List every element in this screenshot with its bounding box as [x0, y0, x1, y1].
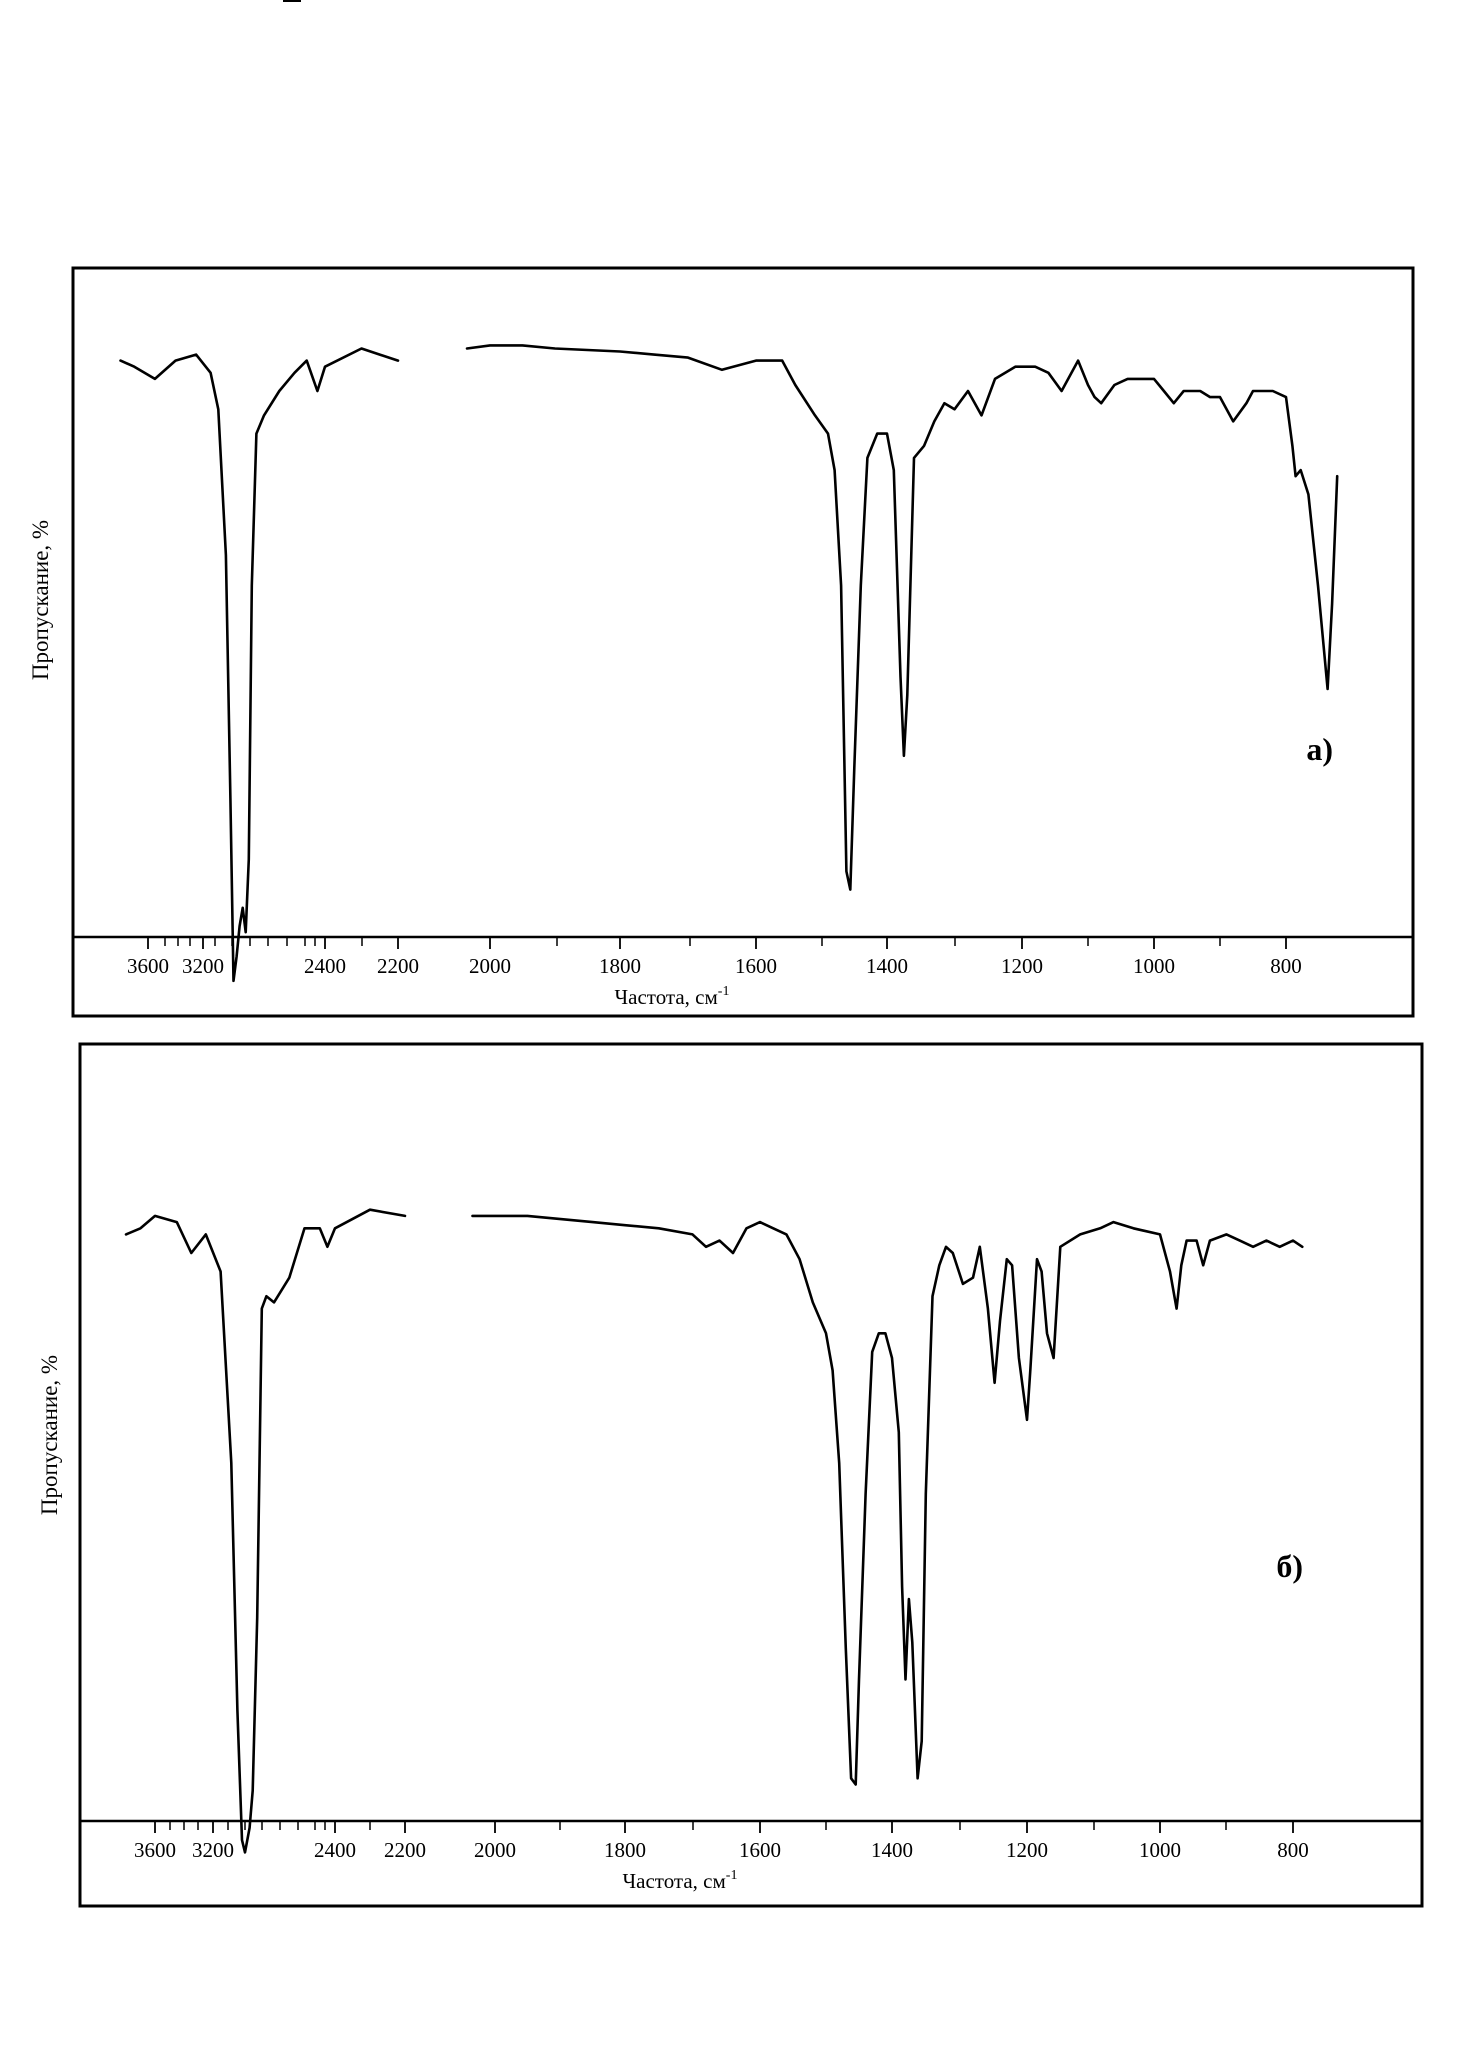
panel-frame [71, 266, 1415, 1018]
x-tick-label: 1600 [739, 1838, 781, 1862]
panel-label: б) [1276, 1548, 1303, 1584]
x-tick-label: 1800 [604, 1838, 646, 1862]
x-axis-label: Частота, см-1 [615, 984, 730, 1009]
x-tick-label: 2200 [377, 954, 419, 978]
panel-frame [78, 1042, 1424, 1908]
page-top-mark [283, 0, 301, 2]
x-tick-label: 3200 [192, 1838, 234, 1862]
x-tick-label: 1600 [735, 954, 777, 978]
spectrum-panel-b: 3600 3200 2400 2200 2000 1800 1600 1400 1200 1000… [37, 1042, 1424, 1908]
spectrum-line-segment-1 [119, 347, 400, 983]
x-tick-label: 800 [1277, 1838, 1309, 1862]
spectrum-line-segment-2 [465, 344, 1339, 891]
x-tick-label: 3600 [127, 954, 169, 978]
x-tick-label: 1800 [599, 954, 641, 978]
x-tick-label: 2400 [314, 1838, 356, 1862]
x-tick-label: 2200 [384, 1838, 426, 1862]
x-tick-label: 1400 [871, 1838, 913, 1862]
x-tick-label: 1000 [1139, 1838, 1181, 1862]
x-tick-label: 2000 [474, 1838, 516, 1862]
y-axis-label: Пропускание, % [37, 1355, 62, 1515]
y-axis-label: Пропускание, % [28, 520, 53, 680]
x-axis-label: Частота, см-1 [623, 1868, 738, 1893]
x-tick-label: 1400 [866, 954, 908, 978]
spectrum-line-segment-1 [124, 1208, 407, 1854]
spectrum-panel-a: 3600 3200 2400 2200 2000 1800 1600 1400 1200 1000… [28, 266, 1415, 1018]
spectrum-line-segment-2 [471, 1214, 1304, 1786]
x-tick-label: 1200 [1006, 1838, 1048, 1862]
x-tick-label: 3600 [134, 1838, 176, 1862]
x-tick-label: 1200 [1001, 954, 1043, 978]
panel-label: а) [1306, 731, 1333, 767]
x-tick-label: 2000 [469, 954, 511, 978]
x-tick-label: 1000 [1133, 954, 1175, 978]
x-tick-label: 2400 [304, 954, 346, 978]
x-tick-label: 3200 [182, 954, 224, 978]
x-tick-label: 800 [1270, 954, 1302, 978]
